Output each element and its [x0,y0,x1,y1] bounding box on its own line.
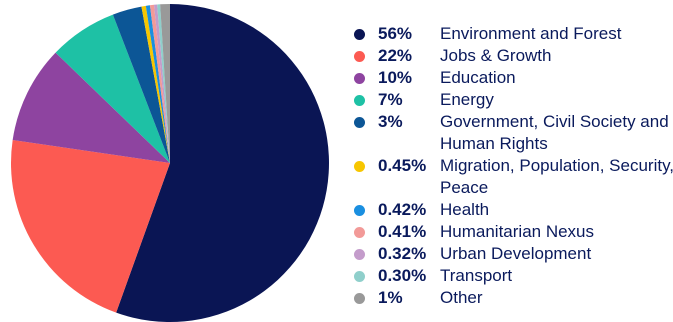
legend-label: Health [440,200,490,219]
legend-swatch [354,29,365,40]
pie-slice [55,14,170,163]
legend-label: Jobs & Growth [440,46,552,65]
pie-slice [112,6,170,164]
legend-percent: 22% [378,46,413,65]
legend-label: Urban Development [440,244,592,263]
legend-label: Other [440,288,483,307]
legend-percent: 0.30% [378,266,427,285]
pie-chart [10,4,329,322]
legend-item: 22% Jobs & Growth [354,45,673,67]
legend-swatch [354,161,365,172]
legend-label: Migration, Population, Security, Peace [440,156,673,197]
legend-swatch [354,95,365,106]
legend-item: 10% Education [354,67,673,89]
legend-swatch [354,271,365,282]
legend-swatch [354,117,365,128]
pie-slice [12,52,170,163]
legend-percent: 0.41% [378,222,427,241]
legend-percent: 56% [378,24,413,43]
legend-item: 0.41% Humanitarian Nexus [354,221,673,243]
legend-percent: 0.42% [378,200,427,219]
pie-slice [116,4,329,322]
pie-slice [149,4,170,164]
legend-percent: 0.32% [378,244,427,263]
legend-swatch [354,293,365,304]
pie-slice [141,5,170,163]
legend-item: 56% Environment and Forest [354,23,673,45]
legend-swatch [354,227,365,238]
legend-label: Humanitarian Nexus [440,222,595,241]
legend-label: Environment and Forest [440,24,622,43]
legend-item: 0.45% Migration, Population, Security, Pe… [354,155,673,199]
legend-label: Government, Civil Society and Human Righ… [440,112,669,153]
legend-percent: 0.45% [378,156,427,175]
legend-swatch [354,51,365,62]
legend-item: 0.30% Transport [354,265,673,287]
legend-swatch [354,249,365,260]
legend-item: 0.32% Urban Development [354,243,673,265]
legend-percent: 10% [378,68,413,87]
pie-slice [10,140,170,313]
legend-item: 3% Government, Civil Society and Human Ri… [354,111,673,155]
legend-percent: 7% [378,90,403,109]
pie-slice [157,4,170,164]
legend-swatch [354,205,365,216]
legend-item: 1% Other [354,287,673,309]
chart-legend: 56% Environment and Forest 22% Jobs & Growt… [354,23,673,309]
legend-item: 7% Energy [354,89,673,111]
legend-label: Transport [440,266,513,285]
legend-swatch [354,73,365,84]
pie-slice [145,5,170,163]
pie-slice [160,4,170,163]
pie-slice [153,4,170,163]
legend-percent: 3% [378,112,403,131]
legend-label: Education [440,68,516,87]
legend-item: 0.42% Health [354,199,673,221]
legend-label: Energy [440,90,494,109]
legend-percent: 1% [378,288,403,307]
